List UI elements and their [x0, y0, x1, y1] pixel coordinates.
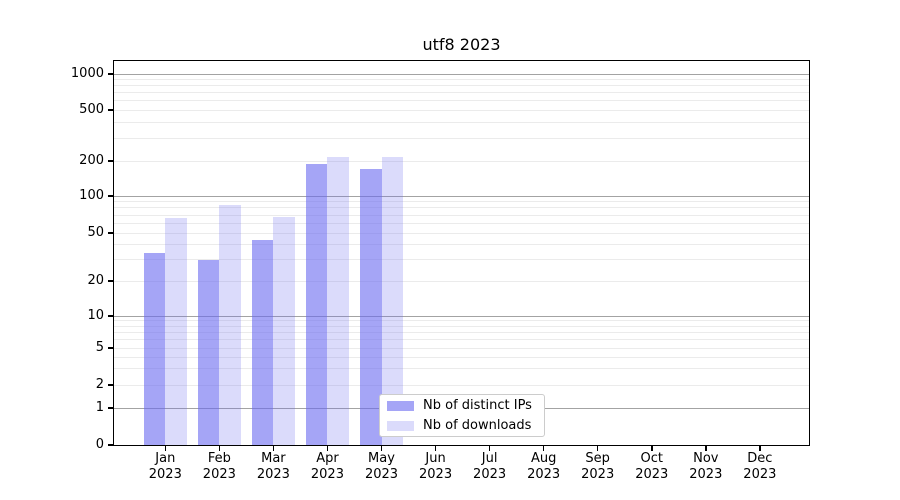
- bar-distinct-ips-jan: [143, 253, 166, 445]
- minor-gridline: [114, 259, 809, 261]
- major-gridline: [114, 73, 809, 75]
- x-tick-label: Jun 2023: [419, 451, 453, 482]
- bar-downloads-mar: [273, 216, 295, 445]
- minor-gridline: [114, 232, 809, 234]
- legend-item-distinct-ips: Nb of distinct IPs: [387, 396, 544, 416]
- y-tick-label: 50: [87, 225, 104, 240]
- y-tick-label: 100: [79, 188, 104, 203]
- x-tick-label: Dec 2023: [743, 451, 777, 482]
- minor-gridline: [114, 100, 809, 102]
- x-tick-label: Nov 2023: [689, 451, 723, 482]
- bar-distinct-ips-may: [360, 168, 382, 445]
- bar-distinct-ips-feb: [197, 259, 220, 445]
- y-tick-label: 10: [87, 308, 104, 323]
- minor-gridline: [114, 207, 809, 209]
- x-tick-label: Jan 2023: [148, 451, 182, 482]
- minor-gridline: [114, 214, 809, 216]
- y-tick-label: 1: [95, 400, 104, 415]
- y-tick-mark: [108, 109, 114, 111]
- chart-title: utf8 2023: [422, 35, 501, 54]
- x-tick-mark: [651, 446, 653, 451]
- minor-gridline: [114, 244, 809, 246]
- minor-gridline: [114, 109, 809, 111]
- bar-downloads-jan: [165, 218, 187, 445]
- y-tick-label: 1000: [70, 66, 104, 81]
- bar-downloads-apr: [327, 156, 349, 445]
- y-tick-mark: [108, 195, 114, 197]
- x-tick-mark: [705, 446, 707, 451]
- x-tick-mark: [596, 446, 599, 451]
- x-tick-label: Sep 2023: [581, 451, 615, 482]
- y-tick-mark: [108, 232, 114, 234]
- x-tick-label: Oct 2023: [635, 451, 669, 482]
- major-gridline: [114, 315, 809, 317]
- minor-gridline: [114, 356, 809, 358]
- x-tick-mark: [759, 446, 761, 451]
- x-tick-label: Feb 2023: [202, 451, 236, 482]
- legend-label-downloads: Nb of downloads: [423, 417, 532, 433]
- minor-gridline: [114, 280, 809, 282]
- minor-gridline: [114, 384, 809, 386]
- minor-gridline: [114, 78, 809, 80]
- y-tick-mark: [108, 160, 114, 162]
- minor-gridline: [114, 92, 809, 94]
- y-tick-mark: [108, 315, 114, 317]
- y-tick-mark: [108, 444, 114, 446]
- x-tick-mark: [326, 446, 329, 451]
- minor-gridline: [114, 320, 809, 322]
- minor-gridline: [114, 368, 809, 370]
- y-tick-mark: [108, 407, 114, 409]
- bar-distinct-ips-mar: [251, 239, 274, 445]
- minor-gridline: [114, 339, 809, 341]
- minor-gridline: [114, 201, 809, 203]
- legend: Nb of distinct IPs Nb of downloads: [379, 394, 545, 437]
- legend-swatch-downloads-icon: [387, 420, 414, 431]
- major-gridline: [114, 195, 809, 197]
- x-tick-mark: [218, 446, 221, 451]
- x-tick-mark: [542, 446, 545, 451]
- plot-area: [113, 60, 810, 446]
- bar-distinct-ips-apr: [305, 163, 328, 445]
- y-tick-mark: [108, 73, 114, 75]
- minor-gridline: [114, 222, 809, 224]
- x-tick-mark: [164, 446, 167, 451]
- y-tick-label: 500: [79, 102, 104, 117]
- bar-downloads-may: [381, 156, 403, 445]
- minor-gridline: [114, 85, 809, 87]
- x-tick-label: Mar 2023: [256, 451, 290, 482]
- x-tick-label: May 2023: [364, 451, 399, 482]
- x-tick-label: Jul 2023: [473, 451, 507, 482]
- y-tick-mark: [108, 347, 114, 349]
- x-tick-mark: [434, 446, 437, 451]
- minor-gridline: [114, 347, 809, 349]
- minor-gridline: [114, 331, 809, 333]
- x-tick-label: Aug 2023: [527, 451, 561, 482]
- x-tick-label: Apr 2023: [310, 451, 344, 482]
- y-tick-label: 0: [95, 437, 104, 452]
- minor-gridline: [114, 325, 809, 327]
- minor-gridline: [114, 160, 809, 162]
- y-tick-mark: [108, 280, 114, 282]
- y-tick-label: 5: [95, 340, 104, 355]
- y-tick-label: 20: [87, 273, 104, 288]
- legend-item-downloads: Nb of downloads: [387, 416, 544, 436]
- bar-downloads-feb: [219, 205, 241, 445]
- y-tick-label: 200: [79, 153, 104, 168]
- minor-gridline: [114, 137, 809, 139]
- legend-label-distinct-ips: Nb of distinct IPs: [423, 397, 532, 413]
- x-tick-mark: [380, 446, 383, 451]
- y-tick-mark: [108, 384, 114, 386]
- x-tick-mark: [272, 446, 275, 451]
- legend-swatch-distinct-ips-icon: [387, 400, 414, 411]
- x-tick-mark: [488, 446, 491, 451]
- minor-gridline: [114, 121, 809, 123]
- y-tick-label: 2: [95, 377, 104, 392]
